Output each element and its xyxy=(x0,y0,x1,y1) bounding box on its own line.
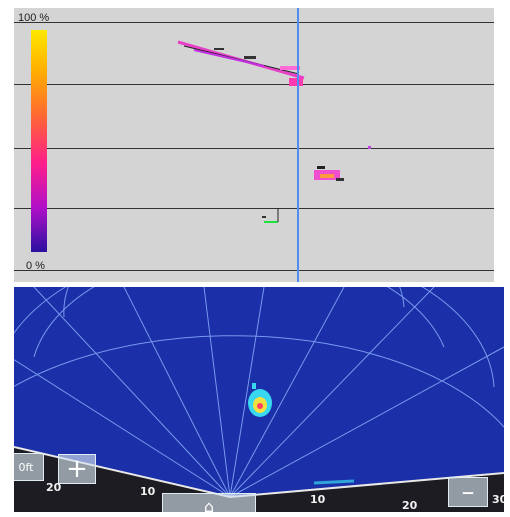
range-label: 20 xyxy=(46,481,62,494)
zoom-out-button[interactable]: – xyxy=(448,477,488,507)
scale-max-label: 100 % xyxy=(18,12,50,24)
fish-trace-middle xyxy=(314,146,371,181)
time-cursor-line[interactable] xyxy=(297,8,299,282)
fish-trace-upper xyxy=(177,40,305,86)
echogram-panel[interactable]: 100 % 0 % xyxy=(14,8,494,282)
home-button[interactable]: ⌂ xyxy=(162,493,256,512)
range-label: 10 xyxy=(140,485,156,498)
range-label: 10 xyxy=(310,493,326,506)
range-label: 30 xyxy=(492,493,504,506)
home-icon: ⌂ xyxy=(203,496,215,513)
zoom-in-button[interactable]: + xyxy=(58,454,96,484)
depth-gridline xyxy=(14,148,494,149)
echo-returns xyxy=(177,40,371,223)
depth-gridline xyxy=(14,208,494,209)
range-label: 20 xyxy=(402,499,418,512)
sonar-bottom-edge xyxy=(14,447,504,512)
bottom-marker xyxy=(262,208,279,223)
sonar-panel[interactable]: + – 0ft ⌂ 20 10 10 20 30 xyxy=(14,287,504,512)
depth-unit-button[interactable]: 0ft xyxy=(14,453,44,481)
scale-min-label: 0 % xyxy=(26,260,45,272)
depth-gridline xyxy=(14,22,494,23)
depth-gridline xyxy=(14,84,494,85)
sonar-fish-target xyxy=(248,383,272,417)
depth-gridline xyxy=(14,270,494,271)
intensity-colorbar xyxy=(31,30,47,252)
